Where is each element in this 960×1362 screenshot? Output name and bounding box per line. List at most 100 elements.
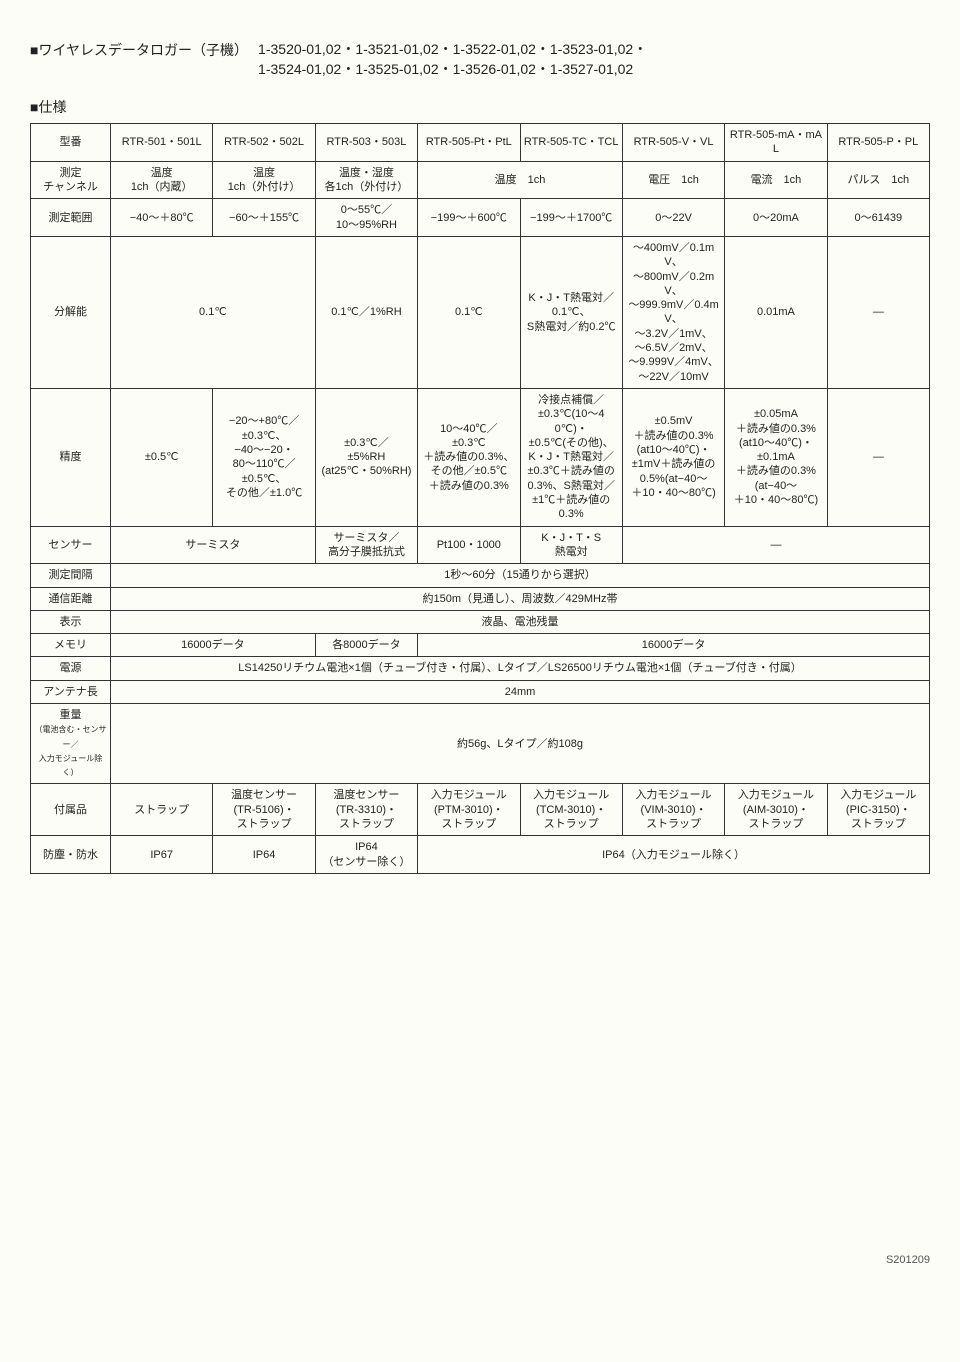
- row-weight: 重量 （電池含む・センサー／入力モジュール除く） 約56g、Lタイプ／約108g: [31, 703, 930, 783]
- c5: K・J・T熱電対／0.1℃、S熱電対／約0.2℃: [520, 236, 622, 388]
- c8: —: [827, 388, 929, 526]
- row-display: 表示 液晶、電池残量: [31, 610, 930, 633]
- c1: 温度1ch（内蔵）: [111, 161, 213, 199]
- c7: 入力モジュール(AIM-3010)・ストラップ: [725, 784, 827, 836]
- c3: ±0.3℃／±5%RH(at25℃・50%RH): [315, 388, 417, 526]
- row-accuracy: 精度 ±0.5℃ −20～+80℃／±0.3℃、−40～−20・80～110℃／…: [31, 388, 930, 526]
- all: 約150m（見通し）、周波数／429MHz帯: [111, 587, 930, 610]
- row-measure-channel: 測定チャンネル 温度1ch（内蔵） 温度1ch（外付け） 温度・湿度各1ch（外…: [31, 161, 930, 199]
- c6: ±0.5mV＋読み値の0.3%(at10～40℃)・±1mV＋読み値の0.5%(…: [622, 388, 724, 526]
- label: 表示: [31, 610, 111, 633]
- c4: 入力モジュール(PTM-3010)・ストラップ: [418, 784, 520, 836]
- c1: IP67: [111, 836, 213, 874]
- c6: 入力モジュール(VIM-3010)・ストラップ: [622, 784, 724, 836]
- c45678: 16000データ: [418, 634, 930, 657]
- label: 測定間隔: [31, 564, 111, 587]
- weight-label: 重量: [60, 709, 82, 721]
- all: 液晶、電池残量: [111, 610, 930, 633]
- c5: 入力モジュール(TCM-3010)・ストラップ: [520, 784, 622, 836]
- col-c8: RTR-505-P・PL: [827, 124, 929, 162]
- weight-sublabel: （電池含む・センサー／入力モジュール除く）: [35, 725, 107, 777]
- c678: —: [622, 526, 929, 564]
- header-row: 型番 RTR-501・501L RTR-502・502L RTR-503・503…: [31, 124, 930, 162]
- all: LS14250リチウム電池×1個（チューブ付き・付属）、Lタイプ／LS26500…: [111, 657, 930, 680]
- row-distance: 通信距離 約150m（見通し）、周波数／429MHz帯: [31, 587, 930, 610]
- row-range: 測定範囲 −40～＋80℃ −60～＋155℃ 0～55℃／10～95%RH −…: [31, 199, 930, 237]
- c8: パルス 1ch: [827, 161, 929, 199]
- c7: 0～20mA: [725, 199, 827, 237]
- col-c2: RTR-502・502L: [213, 124, 315, 162]
- all: 24mm: [111, 680, 930, 703]
- c2: 温度1ch（外付け）: [213, 161, 315, 199]
- footer-code: S201209: [30, 1254, 930, 1266]
- c3: 温度・湿度各1ch（外付け）: [315, 161, 417, 199]
- codes-line-1: 1-3520-01,02・1-3521-01,02・1-3522-01,02・1…: [258, 40, 647, 60]
- c6: 0～22V: [622, 199, 724, 237]
- c7: 電流 1ch: [725, 161, 827, 199]
- c3: 各8000データ: [315, 634, 417, 657]
- c7: ±0.05mA＋読み値の0.3%(at10～40℃)・±0.1mA＋読み値の0.…: [725, 388, 827, 526]
- c45: 温度 1ch: [418, 161, 623, 199]
- row-memory: メモリ 16000データ 各8000データ 16000データ: [31, 634, 930, 657]
- c4: −199～＋600℃: [418, 199, 520, 237]
- spec-table: 型番 RTR-501・501L RTR-502・502L RTR-503・503…: [30, 123, 930, 874]
- c3: 0.1℃／1%RH: [315, 236, 417, 388]
- row-resolution: 分解能 0.1℃ 0.1℃／1%RH 0.1℃ K・J・T熱電対／0.1℃、S熱…: [31, 236, 930, 388]
- col-c7: RTR-505-mA・mAL: [725, 124, 827, 162]
- c45678: IP64（入力モジュール除く）: [418, 836, 930, 874]
- col-model: 型番: [31, 124, 111, 162]
- c1: ストラップ: [111, 784, 213, 836]
- c2: IP64: [213, 836, 315, 874]
- col-c4: RTR-505-Pt・PtL: [418, 124, 520, 162]
- label: 防塵・防水: [31, 836, 111, 874]
- section-label: ■仕様: [30, 97, 930, 117]
- c6: 電圧 1ch: [622, 161, 724, 199]
- label: 付属品: [31, 784, 111, 836]
- c3: 0～55℃／10～95%RH: [315, 199, 417, 237]
- c8: 0～61439: [827, 199, 929, 237]
- label: 電源: [31, 657, 111, 680]
- row-interval: 測定間隔 1秒～60分（15通りから選択）: [31, 564, 930, 587]
- col-c6: RTR-505-V・VL: [622, 124, 724, 162]
- all: 1秒～60分（15通りから選択）: [111, 564, 930, 587]
- header-title: ■ワイヤレスデータロガー（子機）: [30, 40, 248, 60]
- c3: サーミスタ／高分子膜抵抗式: [315, 526, 417, 564]
- row-accessories: 付属品 ストラップ 温度センサー(TR-5106)・ストラップ 温度センサー(T…: [31, 784, 930, 836]
- label: 重量 （電池含む・センサー／入力モジュール除く）: [31, 703, 111, 783]
- c7: 0.01mA: [725, 236, 827, 388]
- col-c1: RTR-501・501L: [111, 124, 213, 162]
- label: 分解能: [31, 236, 111, 388]
- c2: −20～+80℃／±0.3℃、−40～−20・80～110℃／±0.5℃、その他…: [213, 388, 315, 526]
- c4: Pt100・1000: [418, 526, 520, 564]
- header-codes: 1-3520-01,02・1-3521-01,02・1-3522-01,02・1…: [258, 40, 647, 79]
- c4: 10～40℃／±0.3℃＋読み値の0.3%、その他／±0.5℃＋読み値の0.3%: [418, 388, 520, 526]
- row-power: 電源 LS14250リチウム電池×1個（チューブ付き・付属）、Lタイプ／LS26…: [31, 657, 930, 680]
- c4: 0.1℃: [418, 236, 520, 388]
- label: メモリ: [31, 634, 111, 657]
- row-antenna: アンテナ長 24mm: [31, 680, 930, 703]
- c12: 16000データ: [111, 634, 316, 657]
- row-waterproof: 防塵・防水 IP67 IP64 IP64（センサー除く） IP64（入力モジュー…: [31, 836, 930, 874]
- label: アンテナ長: [31, 680, 111, 703]
- c5: 冷接点補償／±0.3℃(10～40℃)・±0.5℃(その他)、K・J・T熱電対／…: [520, 388, 622, 526]
- col-c5: RTR-505-TC・TCL: [520, 124, 622, 162]
- c12: サーミスタ: [111, 526, 316, 564]
- codes-line-2: 1-3524-01,02・1-3525-01,02・1-3526-01,02・1…: [258, 60, 647, 80]
- label: 測定範囲: [31, 199, 111, 237]
- col-c3: RTR-503・503L: [315, 124, 417, 162]
- c2: −60～＋155℃: [213, 199, 315, 237]
- c5: −199～＋1700℃: [520, 199, 622, 237]
- c12: 0.1℃: [111, 236, 316, 388]
- c5: K・J・T・S熱電対: [520, 526, 622, 564]
- c1: ±0.5℃: [111, 388, 213, 526]
- c1: −40～＋80℃: [111, 199, 213, 237]
- label: 精度: [31, 388, 111, 526]
- c2: 温度センサー(TR-5106)・ストラップ: [213, 784, 315, 836]
- label: 測定チャンネル: [31, 161, 111, 199]
- c8: 入力モジュール(PIC-3150)・ストラップ: [827, 784, 929, 836]
- c6: ～400mV／0.1mV、～800mV／0.2mV、～999.9mV／0.4mV…: [622, 236, 724, 388]
- label: 通信距離: [31, 587, 111, 610]
- c3: IP64（センサー除く）: [315, 836, 417, 874]
- c8: —: [827, 236, 929, 388]
- label: センサー: [31, 526, 111, 564]
